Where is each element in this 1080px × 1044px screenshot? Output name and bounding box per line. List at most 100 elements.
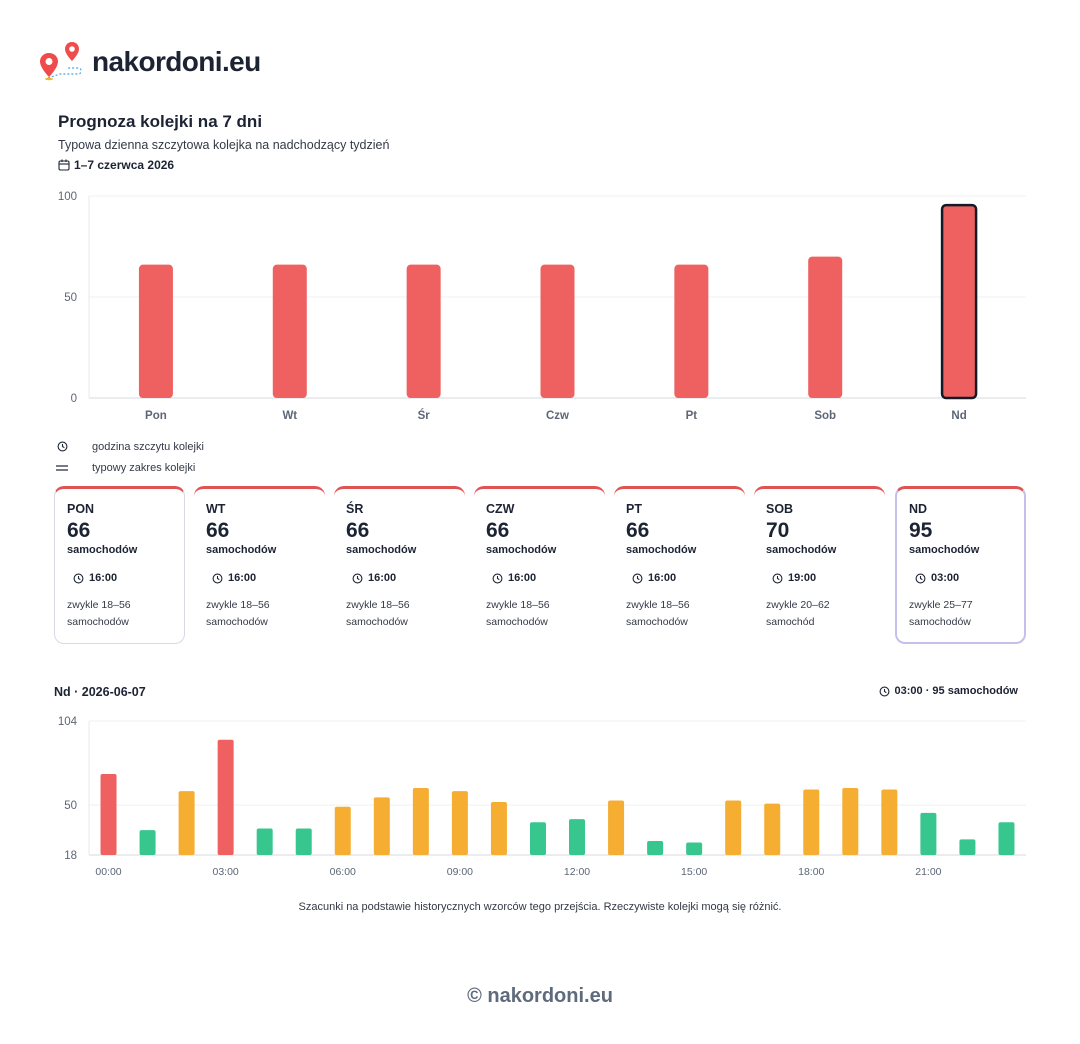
day-unit: samochodów [626, 544, 697, 556]
day-card-sob[interactable]: SOB 70 samochodów 19:00 zwykle 20–62 sam… [754, 486, 885, 644]
day-typical-range: zwykle 25–77 samochodów [909, 599, 973, 628]
x-tick-label: Sob [814, 410, 836, 422]
day-peak-value: 66 [67, 519, 91, 542]
clock-icon [54, 441, 70, 452]
day-card-nd[interactable]: ND 95 samochodów 03:00 zwykle 25–77 samo… [895, 486, 1026, 644]
bar-hour-17 [764, 803, 781, 855]
day-peak-time: 16:00 [492, 572, 594, 584]
day-peak-time: 16:00 [632, 572, 734, 584]
bar-hour-20 [881, 789, 898, 855]
equals-icon [54, 463, 70, 473]
day-unit: samochodów [346, 544, 417, 556]
weekly-forecast-chart: 0 50 100 Pon Wt Śr Czw Pt Sob Nd [58, 191, 1026, 422]
day-card-sr[interactable]: ŚR 66 samochodów 16:00 zwykle 18–56 samo… [334, 486, 465, 644]
bar-hour-19 [842, 788, 859, 855]
day-peak-value: 66 [626, 519, 650, 542]
bar-hour-16 [725, 800, 742, 855]
day-peak-time-text: 16:00 [648, 572, 677, 584]
x-tick-label: Wt [282, 410, 297, 422]
selected-day-label: Nd · 2026-06-07 [54, 685, 146, 699]
bar-hour-8 [412, 788, 429, 855]
day-name: WT [206, 502, 226, 516]
bar-hour-10 [490, 802, 507, 855]
date-range-text: 1–7 czerwca 2026 [74, 158, 175, 172]
x-tick-label: 00:00 [95, 866, 121, 878]
x-tick-label: Pt [686, 410, 698, 422]
day-name: PON [67, 502, 95, 516]
bar-hour-7 [373, 797, 390, 855]
day-peak-time-text: 16:00 [228, 572, 257, 584]
brand[interactable]: nakordoni.eu [38, 40, 261, 84]
selected-day-peak: 03:00 · 95 samochodów [879, 685, 1019, 697]
y-tick-label: 18 [64, 850, 77, 862]
page-title: Prognoza kolejki na 7 dni [58, 112, 263, 131]
x-tick-label: Nd [951, 410, 966, 422]
forecast-header: Prognoza kolejki na 7 dni Typowa dzienna… [58, 112, 389, 172]
day-card-czw[interactable]: CZW 66 samochodów 16:00 zwykle 18–56 sam… [474, 486, 605, 644]
day-typical-range: zwykle 18–56 samochodów [626, 599, 690, 628]
x-tick-label: 03:00 [213, 866, 239, 878]
y-tick-label: 50 [64, 292, 77, 304]
day-name: SOB [766, 502, 794, 516]
x-tick-label: 18:00 [798, 866, 824, 878]
calendar-icon [58, 159, 70, 171]
day-card-pon[interactable]: PON 66 samochodów 16:00 zwykle 18–56 sam… [54, 486, 185, 644]
footer-copyright: © nakordoni.eu [467, 985, 613, 1007]
y-tick-label: 50 [64, 800, 77, 812]
clock-icon [915, 573, 926, 583]
day-peak-time-text: 16:00 [368, 572, 397, 584]
bar-hour-9 [451, 791, 468, 855]
day-peak-time: 16:00 [73, 572, 173, 584]
day-peak-time: 16:00 [212, 572, 314, 584]
day-typical-range: zwykle 18–56 samochodów [486, 599, 550, 628]
day-peak-time: 19:00 [772, 572, 874, 584]
day-name: ŚR [346, 502, 364, 516]
legend-item-range: typowy zakres kolejki [54, 457, 204, 478]
y-tick-label: 100 [58, 191, 77, 203]
legend-item-peak: godzina szczytu kolejki [54, 436, 204, 457]
brand-name: nakordoni.eu [92, 46, 261, 77]
day-card-wt[interactable]: WT 66 samochodów 16:00 zwykle 18–56 samo… [194, 486, 325, 644]
day-unit: samochodów [909, 544, 980, 556]
day-name: PT [626, 502, 642, 516]
selected-day-peak-text: 03:00 · 95 samochodów [894, 685, 1019, 697]
bar-hour-3 [217, 739, 234, 855]
day-peak-time-text: 16:00 [89, 572, 118, 584]
day-peak-value: 66 [486, 519, 510, 542]
clock-icon [212, 573, 223, 583]
day-name: ND [909, 502, 928, 516]
day-peak-time-text: 03:00 [931, 572, 960, 584]
day-typical-range: zwykle 18–56 samochodów [206, 599, 270, 628]
bar-hour-23 [998, 822, 1015, 855]
clock-icon [772, 573, 783, 583]
day-card-pt[interactable]: PT 66 samochodów 16:00 zwykle 18–56 samo… [614, 486, 745, 644]
bar [138, 264, 173, 398]
day-peak-time-text: 19:00 [788, 572, 817, 584]
bar-hour-2 [178, 791, 195, 855]
clock-icon [879, 686, 889, 696]
x-tick-label: 06:00 [330, 866, 356, 878]
hourly-forecast-chart: 18 50 104 00:00 03:00 06:00 09:00 12:00 15:00 18:… [58, 716, 1026, 878]
bar [540, 264, 575, 398]
bar-hour-18 [803, 789, 820, 855]
bar-hour-5 [295, 828, 312, 855]
y-tick-label: 0 [71, 393, 77, 405]
day-cards: PON 66 samochodów 16:00 zwykle 18–56 sam… [54, 486, 1026, 644]
day-unit: samochodów [486, 544, 557, 556]
day-unit: samochodów [766, 544, 837, 556]
legend: godzina szczytu kolejki typowy zakres ko… [54, 436, 204, 478]
day-peak-time: 03:00 [915, 572, 1013, 584]
x-tick-label: 21:00 [915, 866, 941, 878]
x-tick-label: 15:00 [681, 866, 707, 878]
page-subtitle: Typowa dzienna szczytowa kolejka na nadc… [58, 138, 390, 152]
x-tick-label: 09:00 [447, 866, 473, 878]
day-peak-value: 95 [909, 519, 933, 542]
x-tick-label: 12:00 [564, 866, 590, 878]
clock-icon [73, 573, 84, 583]
x-tick-label: Czw [546, 410, 569, 422]
bar [406, 264, 441, 398]
clock-icon [492, 573, 503, 583]
bar-hour-21 [920, 812, 937, 855]
day-unit: samochodów [67, 544, 138, 556]
y-tick-label: 104 [58, 716, 78, 728]
